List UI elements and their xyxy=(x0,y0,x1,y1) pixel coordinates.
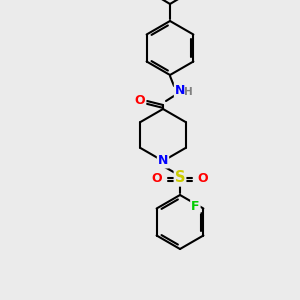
Text: O: O xyxy=(135,94,145,106)
Text: H: H xyxy=(184,87,192,97)
Text: S: S xyxy=(175,170,185,185)
Text: F: F xyxy=(191,200,200,213)
Text: O: O xyxy=(198,172,208,184)
Text: N: N xyxy=(158,154,168,167)
Text: N: N xyxy=(175,83,185,97)
Text: O: O xyxy=(152,172,162,184)
